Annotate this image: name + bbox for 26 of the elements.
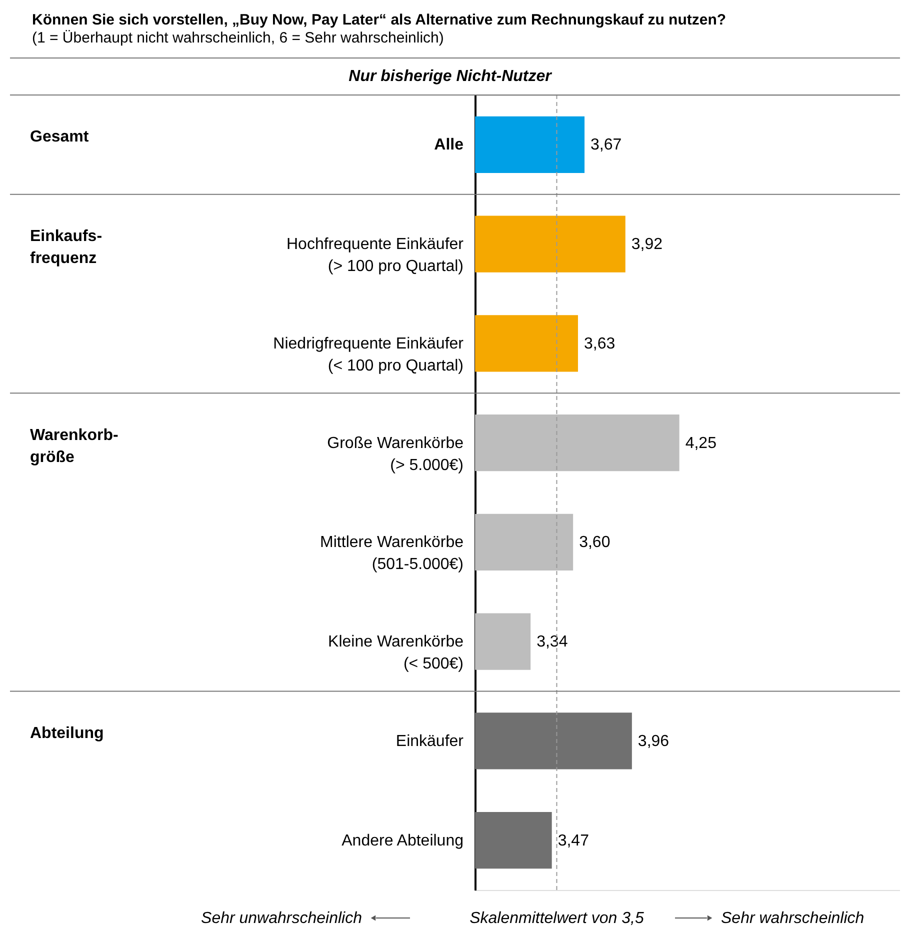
text: Sehr unwahrscheinlich [201, 910, 362, 927]
ref-line-label: Skalenmittelwert von 3,5 [470, 910, 644, 927]
y-tick-label: Hochfrequente Einkäufer (> 100 pro Quartal) [286, 236, 464, 276]
data-label: 3,67 [590, 136, 622, 154]
data-label: 3,34 [536, 634, 568, 651]
text: Warenkorb- größe [30, 426, 118, 466]
text: Nur bisherige Nicht-Nutzer [348, 68, 552, 85]
y-tick-label: Mittlere Warenkörbe (501-5.000€) [320, 534, 464, 574]
text: Einkaufs- frequenz [30, 228, 102, 268]
data-label: 3,96 [638, 732, 670, 750]
y-tick-label: Große Warenkörbe (> 5.000€) [327, 434, 464, 474]
text: Abteilung [30, 724, 104, 742]
data-label: 3,47 [558, 832, 590, 850]
text: Sehr wahrscheinlich [721, 910, 864, 927]
y-tick-label: Alle [434, 136, 464, 154]
data-label: 4,25 [685, 434, 717, 452]
y-tick-label: Kleine Warenkörbe (< 500€) [328, 634, 464, 673]
y-tick-label: Niedrigfrequente Einkäufer (< 100 pro Quartal) [273, 335, 464, 374]
chart-title: Können Sie sich vorstellen, „Buy Now, Pay Later“ als Alternative zum Rechnungskauf zu nutzen? [32, 12, 726, 28]
y-tick-label: Einkäufer [396, 732, 464, 750]
text: (1 = Überhaupt nicht wahrscheinlich, 6 = Sehr wahrscheinlich) [32, 30, 444, 46]
data-label: 3,60 [579, 534, 610, 552]
data-label: 3,63 [584, 335, 616, 352]
data-label: 3,92 [631, 236, 663, 254]
y-tick-label: Andere Abteilung [342, 832, 464, 850]
text: Gesamt [30, 128, 90, 146]
